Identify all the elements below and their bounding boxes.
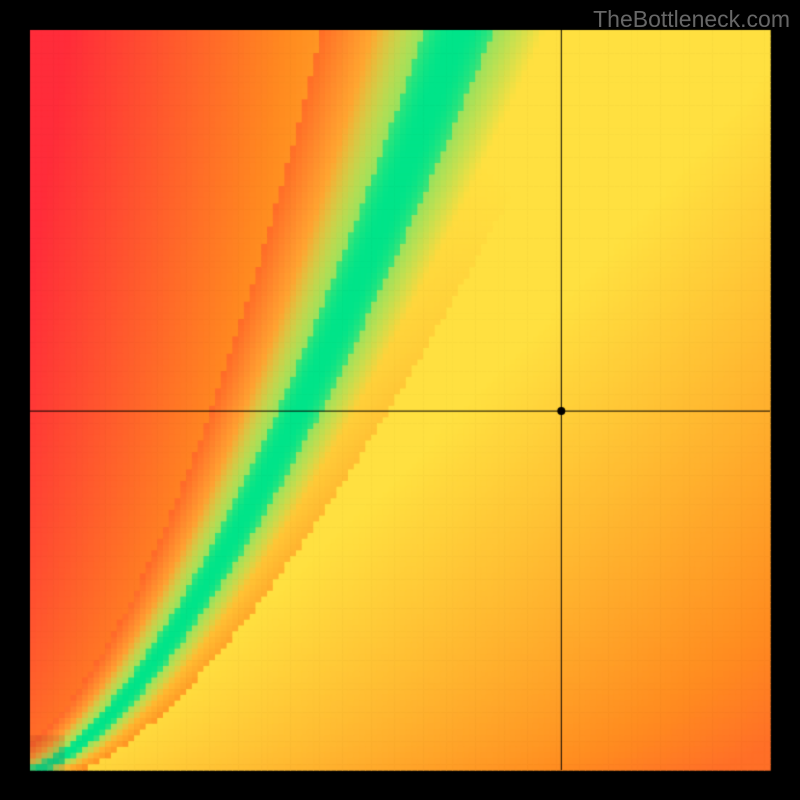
bottleneck-heatmap: [0, 0, 800, 800]
watermark-text: TheBottleneck.com: [593, 6, 790, 33]
chart-container: TheBottleneck.com: [0, 0, 800, 800]
